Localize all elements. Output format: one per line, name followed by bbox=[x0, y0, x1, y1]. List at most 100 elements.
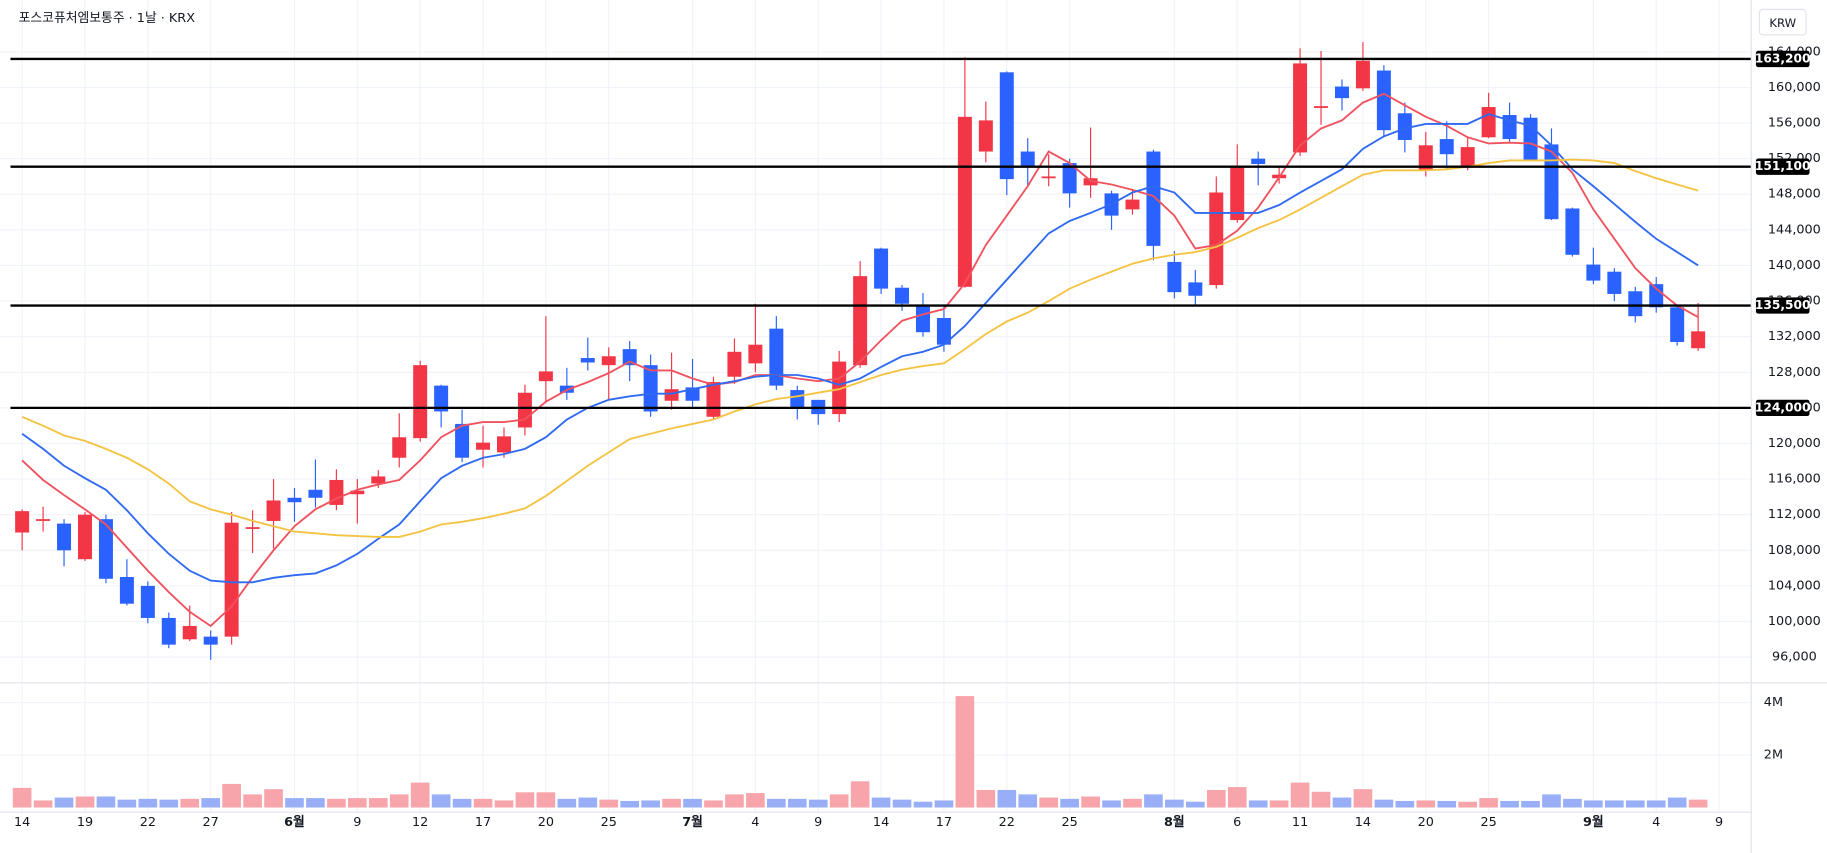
volume-bar bbox=[704, 800, 723, 808]
x-tick-label: 12 bbox=[412, 815, 428, 830]
volume-bar bbox=[536, 792, 556, 808]
y-tick-label: 96,000 bbox=[1772, 650, 1817, 665]
volume-bar bbox=[327, 798, 346, 808]
candle-body bbox=[643, 365, 658, 412]
candle-body bbox=[36, 519, 51, 521]
volume-bar bbox=[243, 794, 262, 808]
volume-bar bbox=[683, 798, 702, 808]
volume-bar bbox=[138, 798, 158, 808]
volume-bar bbox=[746, 793, 765, 808]
volume-bar bbox=[1437, 800, 1457, 808]
y-tick-label: 144,000 bbox=[1768, 222, 1821, 237]
candle-body bbox=[978, 120, 993, 152]
y-tick-label: 112,000 bbox=[1768, 507, 1821, 522]
volume-bar bbox=[1290, 782, 1310, 808]
plot bbox=[10, 42, 1752, 808]
volume-bar bbox=[767, 798, 786, 808]
candle-body bbox=[727, 351, 742, 377]
volume-bar bbox=[955, 696, 975, 808]
volume-bar bbox=[1605, 800, 1624, 808]
volume-bar bbox=[285, 798, 304, 808]
volume-bar bbox=[1269, 800, 1289, 808]
candle-body bbox=[1188, 282, 1203, 296]
candle-body bbox=[1293, 63, 1308, 153]
candle-body bbox=[706, 382, 721, 417]
candle-body bbox=[999, 72, 1014, 180]
volume-bar bbox=[578, 797, 598, 808]
y-tick-label: 116,000 bbox=[1768, 472, 1821, 487]
volume-bar bbox=[222, 783, 241, 808]
volume-bar bbox=[1521, 800, 1540, 808]
volume-bar bbox=[829, 794, 849, 808]
volume-bar bbox=[934, 800, 954, 808]
candle-body bbox=[1628, 291, 1643, 317]
x-tick-label: 9 bbox=[1715, 815, 1723, 830]
y-tick-label: 120,000 bbox=[1768, 436, 1821, 451]
volume-bar bbox=[306, 798, 325, 808]
candle-body bbox=[287, 497, 302, 503]
candle-body bbox=[1125, 199, 1140, 210]
x-tick-label: 20 bbox=[1418, 815, 1434, 830]
currency-button[interactable] bbox=[1758, 8, 1807, 36]
y-tick-label: 104,000 bbox=[1768, 578, 1821, 593]
volume-bar bbox=[725, 794, 744, 808]
x-tick-label: 9 bbox=[353, 815, 361, 830]
volume-bar bbox=[1165, 799, 1184, 808]
price-line-label: 135,500 bbox=[1755, 298, 1811, 312]
volume-bar bbox=[33, 800, 53, 808]
candle-body bbox=[1586, 264, 1601, 281]
candle-body bbox=[1607, 271, 1622, 294]
x-tick-label: 11 bbox=[1292, 815, 1308, 830]
candle-body bbox=[853, 276, 868, 366]
candle-body bbox=[1062, 163, 1077, 194]
volume-bar bbox=[1248, 800, 1268, 808]
x-tick-label: 27 bbox=[203, 815, 219, 830]
candle-body bbox=[434, 385, 449, 412]
y-tick-label: 140,000 bbox=[1768, 258, 1821, 273]
x-tick-label: 9 bbox=[814, 815, 822, 830]
x-tick-label: 4 bbox=[1652, 815, 1660, 830]
x-tick-label: 25 bbox=[1480, 815, 1496, 830]
candle-body bbox=[1565, 208, 1580, 255]
candle-body bbox=[1041, 176, 1056, 179]
x-tick-label: 7월 bbox=[682, 814, 703, 830]
price-line-label-box bbox=[1755, 50, 1810, 68]
x-tick-label: 9월 bbox=[1583, 814, 1604, 830]
volume-bar bbox=[180, 798, 200, 808]
volume-bar bbox=[452, 798, 472, 808]
volume-bar bbox=[1102, 800, 1121, 808]
x-tick-label: 17 bbox=[475, 815, 491, 830]
volume-bar bbox=[368, 798, 388, 808]
volume-bar bbox=[12, 787, 32, 808]
candle-body bbox=[1334, 86, 1349, 99]
candle-body bbox=[936, 317, 951, 345]
moving-average-line bbox=[21, 92, 1699, 628]
volume-bar bbox=[1667, 797, 1687, 808]
volume-bar bbox=[201, 798, 221, 808]
volume-bar bbox=[264, 789, 283, 808]
candle-body bbox=[224, 522, 239, 637]
volume-bar bbox=[557, 798, 577, 808]
chart-title: 포스코퓨처엠보통주 · 1날 · KRX bbox=[19, 11, 196, 26]
volume-bar bbox=[1500, 800, 1519, 808]
moving-average-line bbox=[21, 158, 1699, 538]
volume-bar bbox=[1479, 798, 1498, 808]
candle-body bbox=[1670, 307, 1685, 343]
volume-bar bbox=[641, 800, 660, 808]
volume-bar bbox=[431, 794, 451, 808]
candle-body bbox=[140, 585, 155, 618]
volume-bar bbox=[75, 796, 95, 808]
volume-bar bbox=[159, 799, 179, 808]
candle-body bbox=[957, 116, 972, 287]
currency-label[interactable]: KRW bbox=[1769, 16, 1796, 30]
volume-bar bbox=[1186, 801, 1205, 808]
x-tick-label: 8월 bbox=[1164, 814, 1185, 830]
volume-bar bbox=[1311, 791, 1331, 808]
x-tick-label: 20 bbox=[538, 815, 554, 830]
volume-bar bbox=[1646, 800, 1666, 808]
x-tick-label: 6월 bbox=[284, 814, 305, 830]
price-line-label-box bbox=[1755, 158, 1810, 175]
